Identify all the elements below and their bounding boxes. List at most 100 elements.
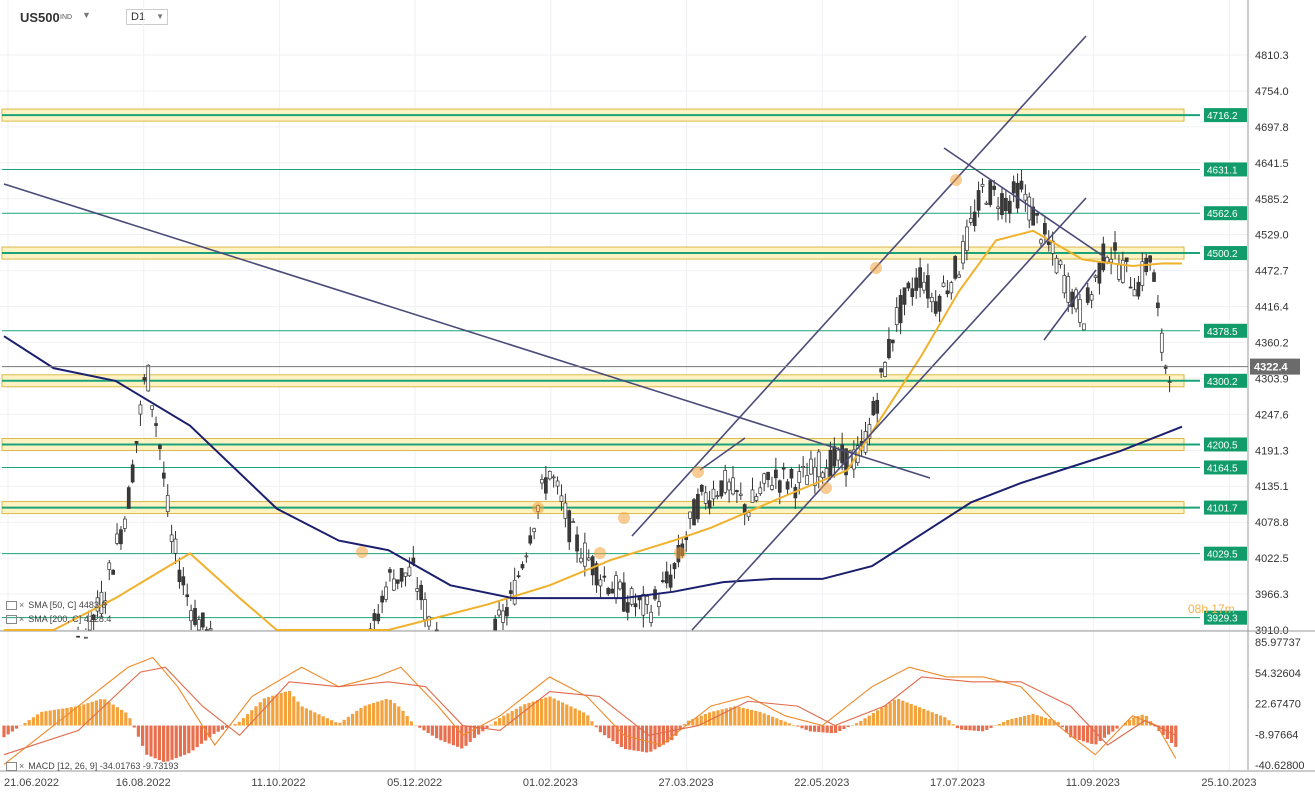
macd-histogram-bar (909, 703, 913, 726)
macd-histogram-bar (888, 702, 892, 726)
price-axis-tick-label: 4078.8 (1255, 517, 1289, 529)
macd-histogram-bar (73, 706, 77, 726)
trendline[interactable] (631, 35, 1087, 537)
candle-body (988, 180, 993, 205)
candle-body (185, 594, 190, 598)
candle-body (169, 534, 174, 542)
macd-histogram-bar (649, 725, 653, 752)
macd-histogram-bar (124, 712, 128, 726)
macd-histogram-bar (682, 723, 686, 726)
candle-body (1120, 259, 1125, 283)
timeframe-select[interactable]: D1 ▼ (126, 9, 168, 25)
candle-body (493, 618, 498, 631)
macd-histogram-bar (955, 725, 959, 729)
candle-body (532, 528, 537, 533)
candle-body (926, 275, 930, 299)
candle-body (1004, 197, 1008, 211)
macd-histogram-bar (548, 696, 552, 726)
level-label: 4101.7 (1207, 504, 1238, 515)
trendline[interactable] (1043, 269, 1097, 341)
candle-body (501, 610, 505, 623)
macd-histogram-bar (577, 710, 581, 726)
candle-body (1046, 241, 1051, 245)
macd-histogram-bar (913, 705, 917, 726)
macd-histogram-bar (52, 709, 56, 726)
macd-histogram-bar (762, 713, 766, 726)
candle-body (883, 362, 887, 377)
macd-histogram-bar (876, 710, 880, 726)
macd-histogram-bar (153, 725, 157, 759)
macd-histogram-bar (771, 716, 775, 726)
macd-histogram-bar (603, 725, 607, 736)
close-icon[interactable]: × (19, 600, 25, 610)
macd-histogram-bar (430, 725, 434, 736)
macd-histogram-bar (829, 725, 833, 734)
macd-legend: × MACD [12, 26, 9] -34.01763 -9.73193 (6, 761, 179, 772)
candle-body (649, 611, 653, 623)
macd-histogram-bar (796, 725, 800, 727)
macd-histogram-bar (804, 725, 808, 730)
macd-histogram-bar (666, 725, 670, 743)
macd-histogram-bar (103, 699, 107, 726)
macd-histogram-bar (174, 725, 178, 759)
macd-histogram-bar (44, 711, 48, 726)
candle-body (1000, 193, 1004, 215)
trendline[interactable] (3, 183, 931, 479)
candle-body (547, 470, 552, 480)
candle-body (516, 575, 521, 578)
macd-line (3, 656, 1177, 765)
candle-body (750, 489, 755, 503)
macd-histogram-bar (842, 725, 846, 729)
close-icon[interactable]: × (19, 761, 25, 771)
candle-body (380, 595, 384, 603)
level-label: 4716.2 (1207, 111, 1238, 122)
macd-histogram-bar (195, 725, 199, 748)
candle-body (1081, 323, 1086, 331)
macd-histogram-bar (972, 725, 976, 731)
macd-histogram-bar (61, 708, 65, 726)
macd-histogram-bar (565, 704, 569, 726)
symbol-dropdown-icon[interactable]: ▼ (82, 10, 91, 20)
macd-histogram-bar (615, 725, 619, 745)
macd-legend-signal: -9.73193 (142, 761, 179, 771)
symbol-name[interactable]: US500 (20, 10, 60, 25)
candle-body (111, 569, 116, 575)
macd-histogram-bar (86, 703, 90, 726)
macd-histogram-bar (699, 715, 703, 726)
candle-body (618, 581, 622, 590)
candle-body (200, 612, 205, 628)
macd-histogram-bar (1073, 725, 1077, 739)
macd-histogram-bar (1170, 725, 1174, 743)
candle-body (922, 281, 926, 291)
level-label: 4164.5 (1207, 463, 1238, 474)
candle-body (937, 295, 942, 312)
timeframe-value: D1 (131, 11, 146, 23)
macd-histogram-bar (960, 725, 964, 730)
macd-histogram-bar (519, 706, 523, 726)
candle-body (512, 579, 517, 605)
sma50-legend-name: SMA [50, C] (28, 600, 77, 610)
candle-body (801, 466, 806, 468)
level-label: 4200.5 (1207, 440, 1238, 451)
x-axis-tick-label: 11.09.2023 (1066, 777, 1120, 789)
macd-histogram-bar (850, 725, 854, 726)
candle-body (984, 202, 989, 205)
candle-body (1007, 200, 1012, 214)
trendline[interactable] (699, 437, 746, 471)
macd-histogram-bar (288, 691, 292, 726)
trendline[interactable] (943, 147, 1107, 259)
candle-body (586, 557, 591, 561)
candle-body (828, 449, 833, 478)
macd-histogram-bar (359, 707, 363, 726)
trendline[interactable] (691, 197, 1087, 631)
candle-body (571, 521, 576, 523)
macd-histogram-bar (1107, 725, 1111, 735)
candle-body (122, 518, 127, 529)
macd-histogram-bar (674, 725, 678, 736)
macd-histogram-bar (918, 707, 922, 726)
close-icon[interactable]: × (19, 614, 25, 624)
current-price-label: 4322.4 (1254, 362, 1289, 374)
macd-axis-tick-label: 54.32604 (1255, 668, 1301, 680)
macd-histogram-bar (951, 724, 955, 726)
